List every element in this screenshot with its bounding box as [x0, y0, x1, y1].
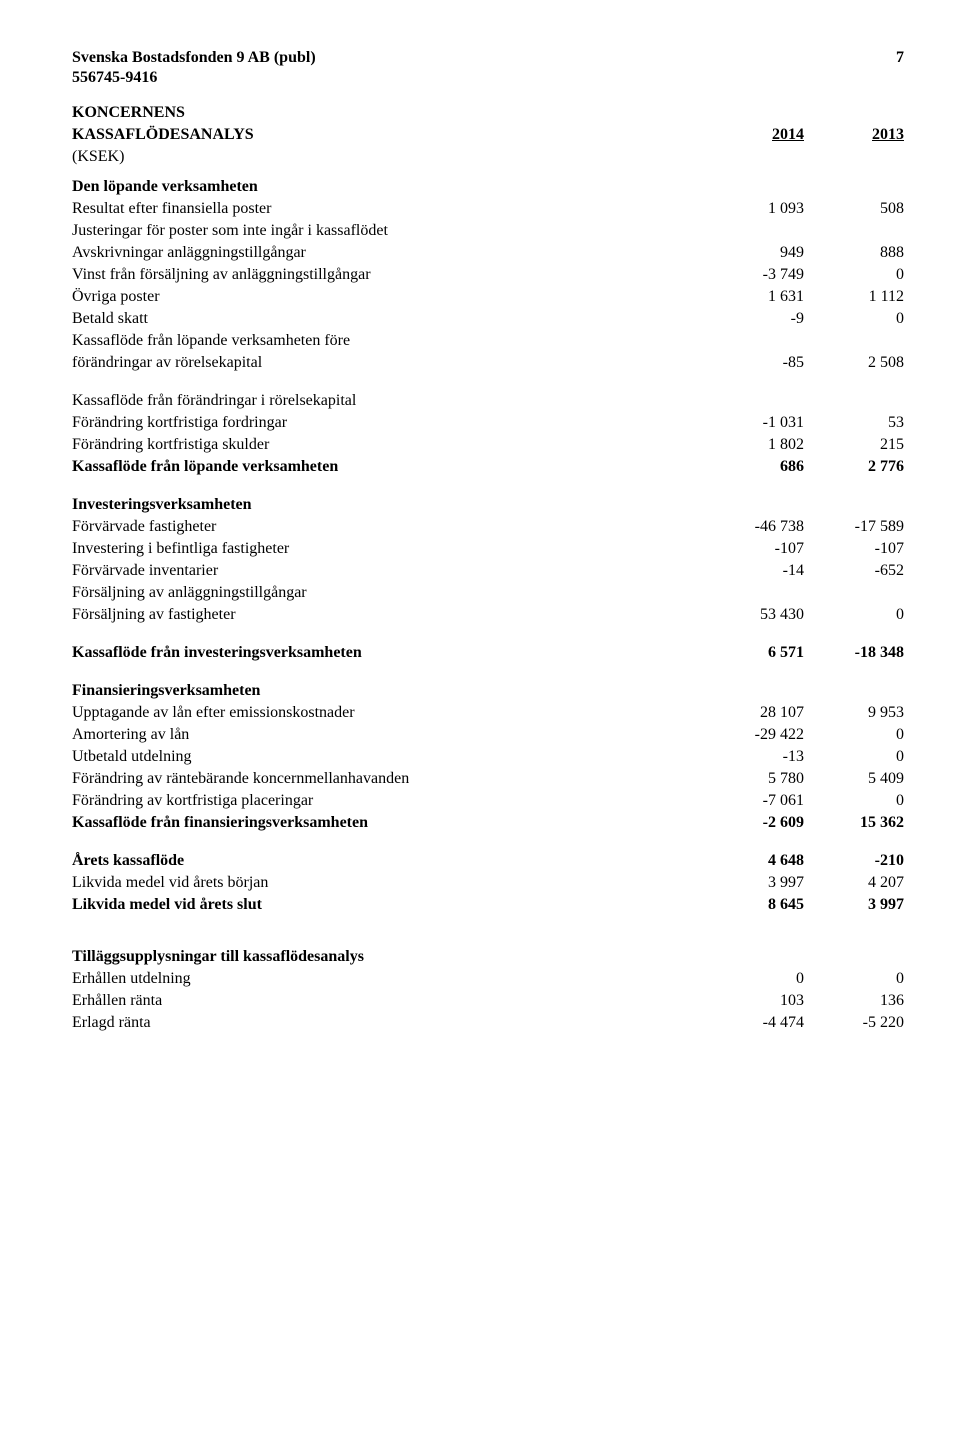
section-heading: Tilläggsupplysningar till kassaflödesana… — [72, 946, 904, 968]
table-row: Upptagande av lån efter emissionskostnad… — [72, 702, 904, 724]
page-number: 7 — [896, 48, 904, 68]
section-heading: Investeringsverksamheten — [72, 494, 904, 516]
table-row: Investering i befintliga fastigheter -10… — [72, 538, 904, 560]
title-line-2: KASSAFLÖDESANALYS — [72, 124, 704, 146]
table-row: Amortering av lån -29 422 0 — [72, 724, 904, 746]
table-row: Förändring av räntebärande koncernmellan… — [72, 768, 904, 790]
table-row: Försäljning av anläggningstillgångar — [72, 582, 904, 604]
section-heading: Finansieringsverksamheten — [72, 680, 904, 702]
table-row: Likvida medel vid årets början 3 997 4 2… — [72, 872, 904, 894]
table-row: Förändring av kortfristiga placeringar -… — [72, 790, 904, 812]
title-row-1: KONCERNENS — [72, 102, 904, 124]
table-row: Justeringar för poster som inte ingår i … — [72, 220, 904, 242]
table-row: Förvärvade inventarier -14 -652 — [72, 560, 904, 582]
table-row — [72, 94, 904, 102]
table-row: Resultat efter finansiella poster 1 093 … — [72, 198, 904, 220]
table-row: Förvärvade fastigheter -46 738 -17 589 — [72, 516, 904, 538]
table-row: Övriga poster 1 631 1 112 — [72, 286, 904, 308]
table-row: Erhållen utdelning 0 0 — [72, 968, 904, 990]
section-heading: Den löpande verksamheten — [72, 176, 904, 198]
company-name: Svenska Bostadsfonden 9 AB (publ) — [72, 48, 316, 68]
table-row: Erlagd ränta -4 474 -5 220 — [72, 1012, 904, 1034]
total-row: Kassaflöde från investeringsverksamheten… — [72, 642, 904, 664]
table-row: Utbetald utdelning -13 0 — [72, 746, 904, 768]
cashflow-table: KONCERNENS KASSAFLÖDESANALYS 2014 2013 (… — [72, 94, 904, 1034]
year-col-1: 2014 — [704, 124, 804, 146]
table-row: Förändring kortfristiga skulder 1 802 21… — [72, 434, 904, 456]
total-row: Årets kassaflöde 4 648 -210 — [72, 850, 904, 872]
table-row: Försäljning av fastigheter 53 430 0 — [72, 604, 904, 626]
company-block: Svenska Bostadsfonden 9 AB (publ) 556745… — [72, 48, 316, 88]
org-number: 556745-9416 — [72, 68, 316, 88]
page-header: Svenska Bostadsfonden 9 AB (publ) 556745… — [72, 48, 904, 88]
table-row: Erhållen ränta 103 136 — [72, 990, 904, 1012]
table-row: Förändring kortfristiga fordringar -1 03… — [72, 412, 904, 434]
table-row: Betald skatt -9 0 — [72, 308, 904, 330]
table-row: Kassaflöde från förändringar i rörelseka… — [72, 390, 904, 412]
ksek-label: (KSEK) — [72, 146, 704, 168]
total-row: Likvida medel vid årets slut 8 645 3 997 — [72, 894, 904, 916]
table-row: Kassaflöde från löpande verksamheten för… — [72, 330, 904, 352]
total-row: Kassaflöde från finansieringsverksamhete… — [72, 812, 904, 834]
title-row-2: KASSAFLÖDESANALYS 2014 2013 — [72, 124, 904, 146]
table-row: Vinst från försäljning av anläggningstil… — [72, 264, 904, 286]
year-col-2: 2013 — [804, 124, 904, 146]
table-row: förändringar av rörelsekapital -85 2 508 — [72, 352, 904, 374]
table-row: Avskrivningar anläggningstillgångar 949 … — [72, 242, 904, 264]
ksek-row: (KSEK) — [72, 146, 904, 168]
title-line-1: KONCERNENS — [72, 102, 704, 124]
total-row: Kassaflöde från löpande verksamheten 686… — [72, 456, 904, 478]
